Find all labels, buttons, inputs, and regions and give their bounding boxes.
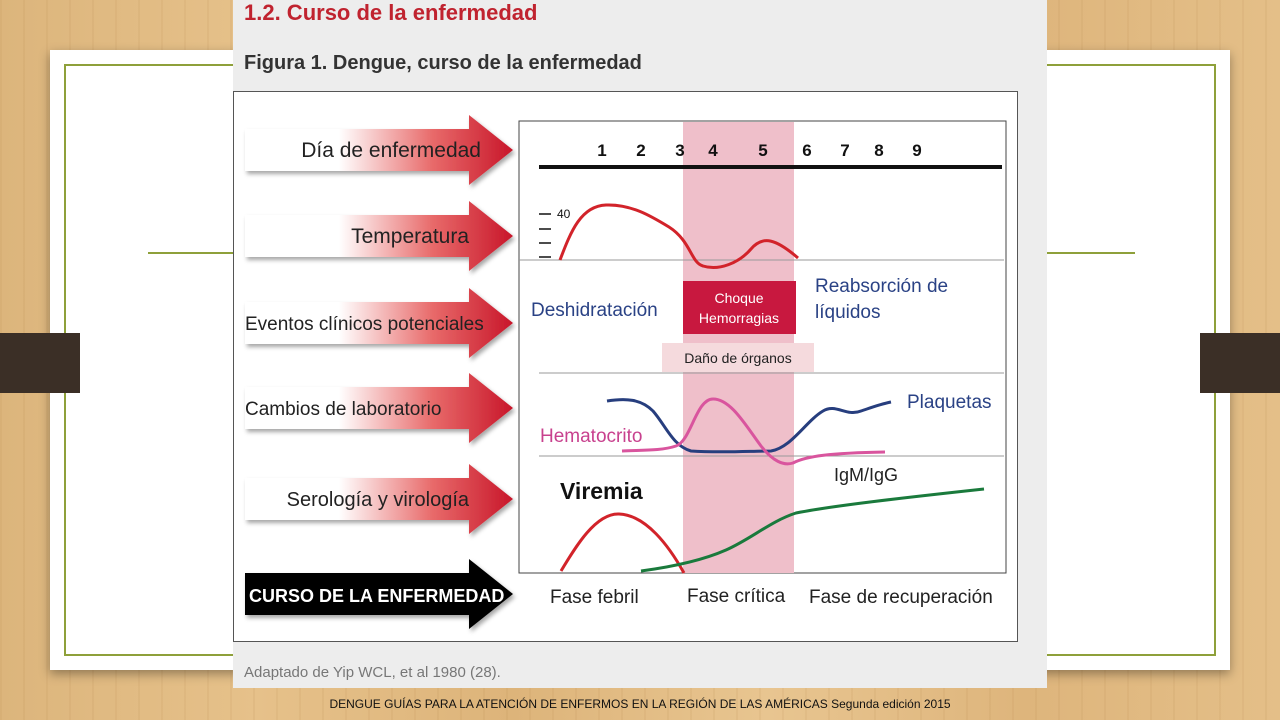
label-serology: Serología y virología	[287, 489, 470, 511]
disease-course-diagram: Día de enfermedad Temperatura Eventos cl…	[245, 115, 1007, 629]
shock-box	[683, 281, 796, 334]
day-axis	[539, 165, 1002, 169]
arrow-events	[245, 288, 513, 358]
label-viremia: Viremia	[560, 478, 643, 504]
hematocrit-curve	[621, 397, 886, 466]
figure-box: Día de enfermedad Temperatura Eventos cl…	[233, 91, 1018, 642]
day-label-1: 1	[597, 141, 606, 160]
label-platelets: Plaquetas	[907, 392, 992, 413]
day-label-5: 5	[758, 141, 767, 160]
organ-damage-box	[662, 343, 814, 372]
day-label-6: 6	[802, 141, 811, 160]
event-organ-damage: Daño de órganos	[684, 350, 791, 366]
event-reabsorption-liquids: líquidos	[815, 302, 881, 323]
event-hemorrhages: Hemorragias	[699, 310, 779, 326]
slide-rule-left	[148, 252, 234, 254]
day-label-2: 2	[636, 141, 645, 160]
label-igm-igg: IgM/IgG	[834, 465, 898, 485]
slide-tab-left	[0, 333, 80, 393]
day-label-4: 4	[708, 141, 718, 160]
day-label-3: 3	[675, 141, 684, 160]
viremia-curve	[559, 512, 686, 574]
label-day: Día de enfermedad	[301, 139, 481, 162]
label-temperature: Temperatura	[351, 225, 469, 248]
figure-caption: Adaptado de Yip WCL, et al 1980 (28).	[244, 664, 501, 681]
day-label-9: 9	[912, 141, 921, 160]
arrow-lab	[245, 373, 513, 443]
temperature-curve	[558, 203, 799, 269]
platelets-curve	[606, 398, 892, 454]
label-events: Eventos clínicos potenciales	[245, 314, 484, 335]
figure-title: Figura 1. Dengue, curso de la enfermedad	[244, 52, 642, 74]
arrow-day	[245, 115, 513, 185]
slide-rule-right	[1047, 252, 1135, 254]
day-label-7: 7	[840, 141, 849, 160]
arrow-temperature	[245, 201, 513, 271]
label-hematocrit: Hematocrito	[540, 426, 642, 447]
temperature-ticks	[539, 213, 551, 258]
event-reabsorption: Reabsorción de	[815, 276, 948, 297]
event-shock: Choque	[714, 290, 763, 306]
phase-recovery: Fase de recuperación	[809, 587, 993, 608]
temperature-tick-label: 40	[557, 207, 571, 221]
igm-igg-curve	[640, 487, 985, 573]
section-title: 1.2. Curso de la enfermedad	[244, 0, 538, 25]
slide-footer: DENGUE GUÍAS PARA LA ATENCIÓN DE ENFERMO…	[329, 697, 951, 711]
label-lab: Cambios de laboratorio	[245, 399, 441, 420]
phase-critical: Fase crítica	[687, 586, 786, 607]
arrow-course	[245, 559, 513, 629]
event-dehydration: Deshidratación	[531, 300, 658, 321]
label-course: CURSO DE LA ENFERMEDAD	[249, 586, 504, 606]
phase-febrile: Fase febril	[550, 587, 639, 608]
day-label-8: 8	[874, 141, 883, 160]
slide-tab-right	[1200, 333, 1280, 393]
arrow-serology	[245, 464, 513, 534]
